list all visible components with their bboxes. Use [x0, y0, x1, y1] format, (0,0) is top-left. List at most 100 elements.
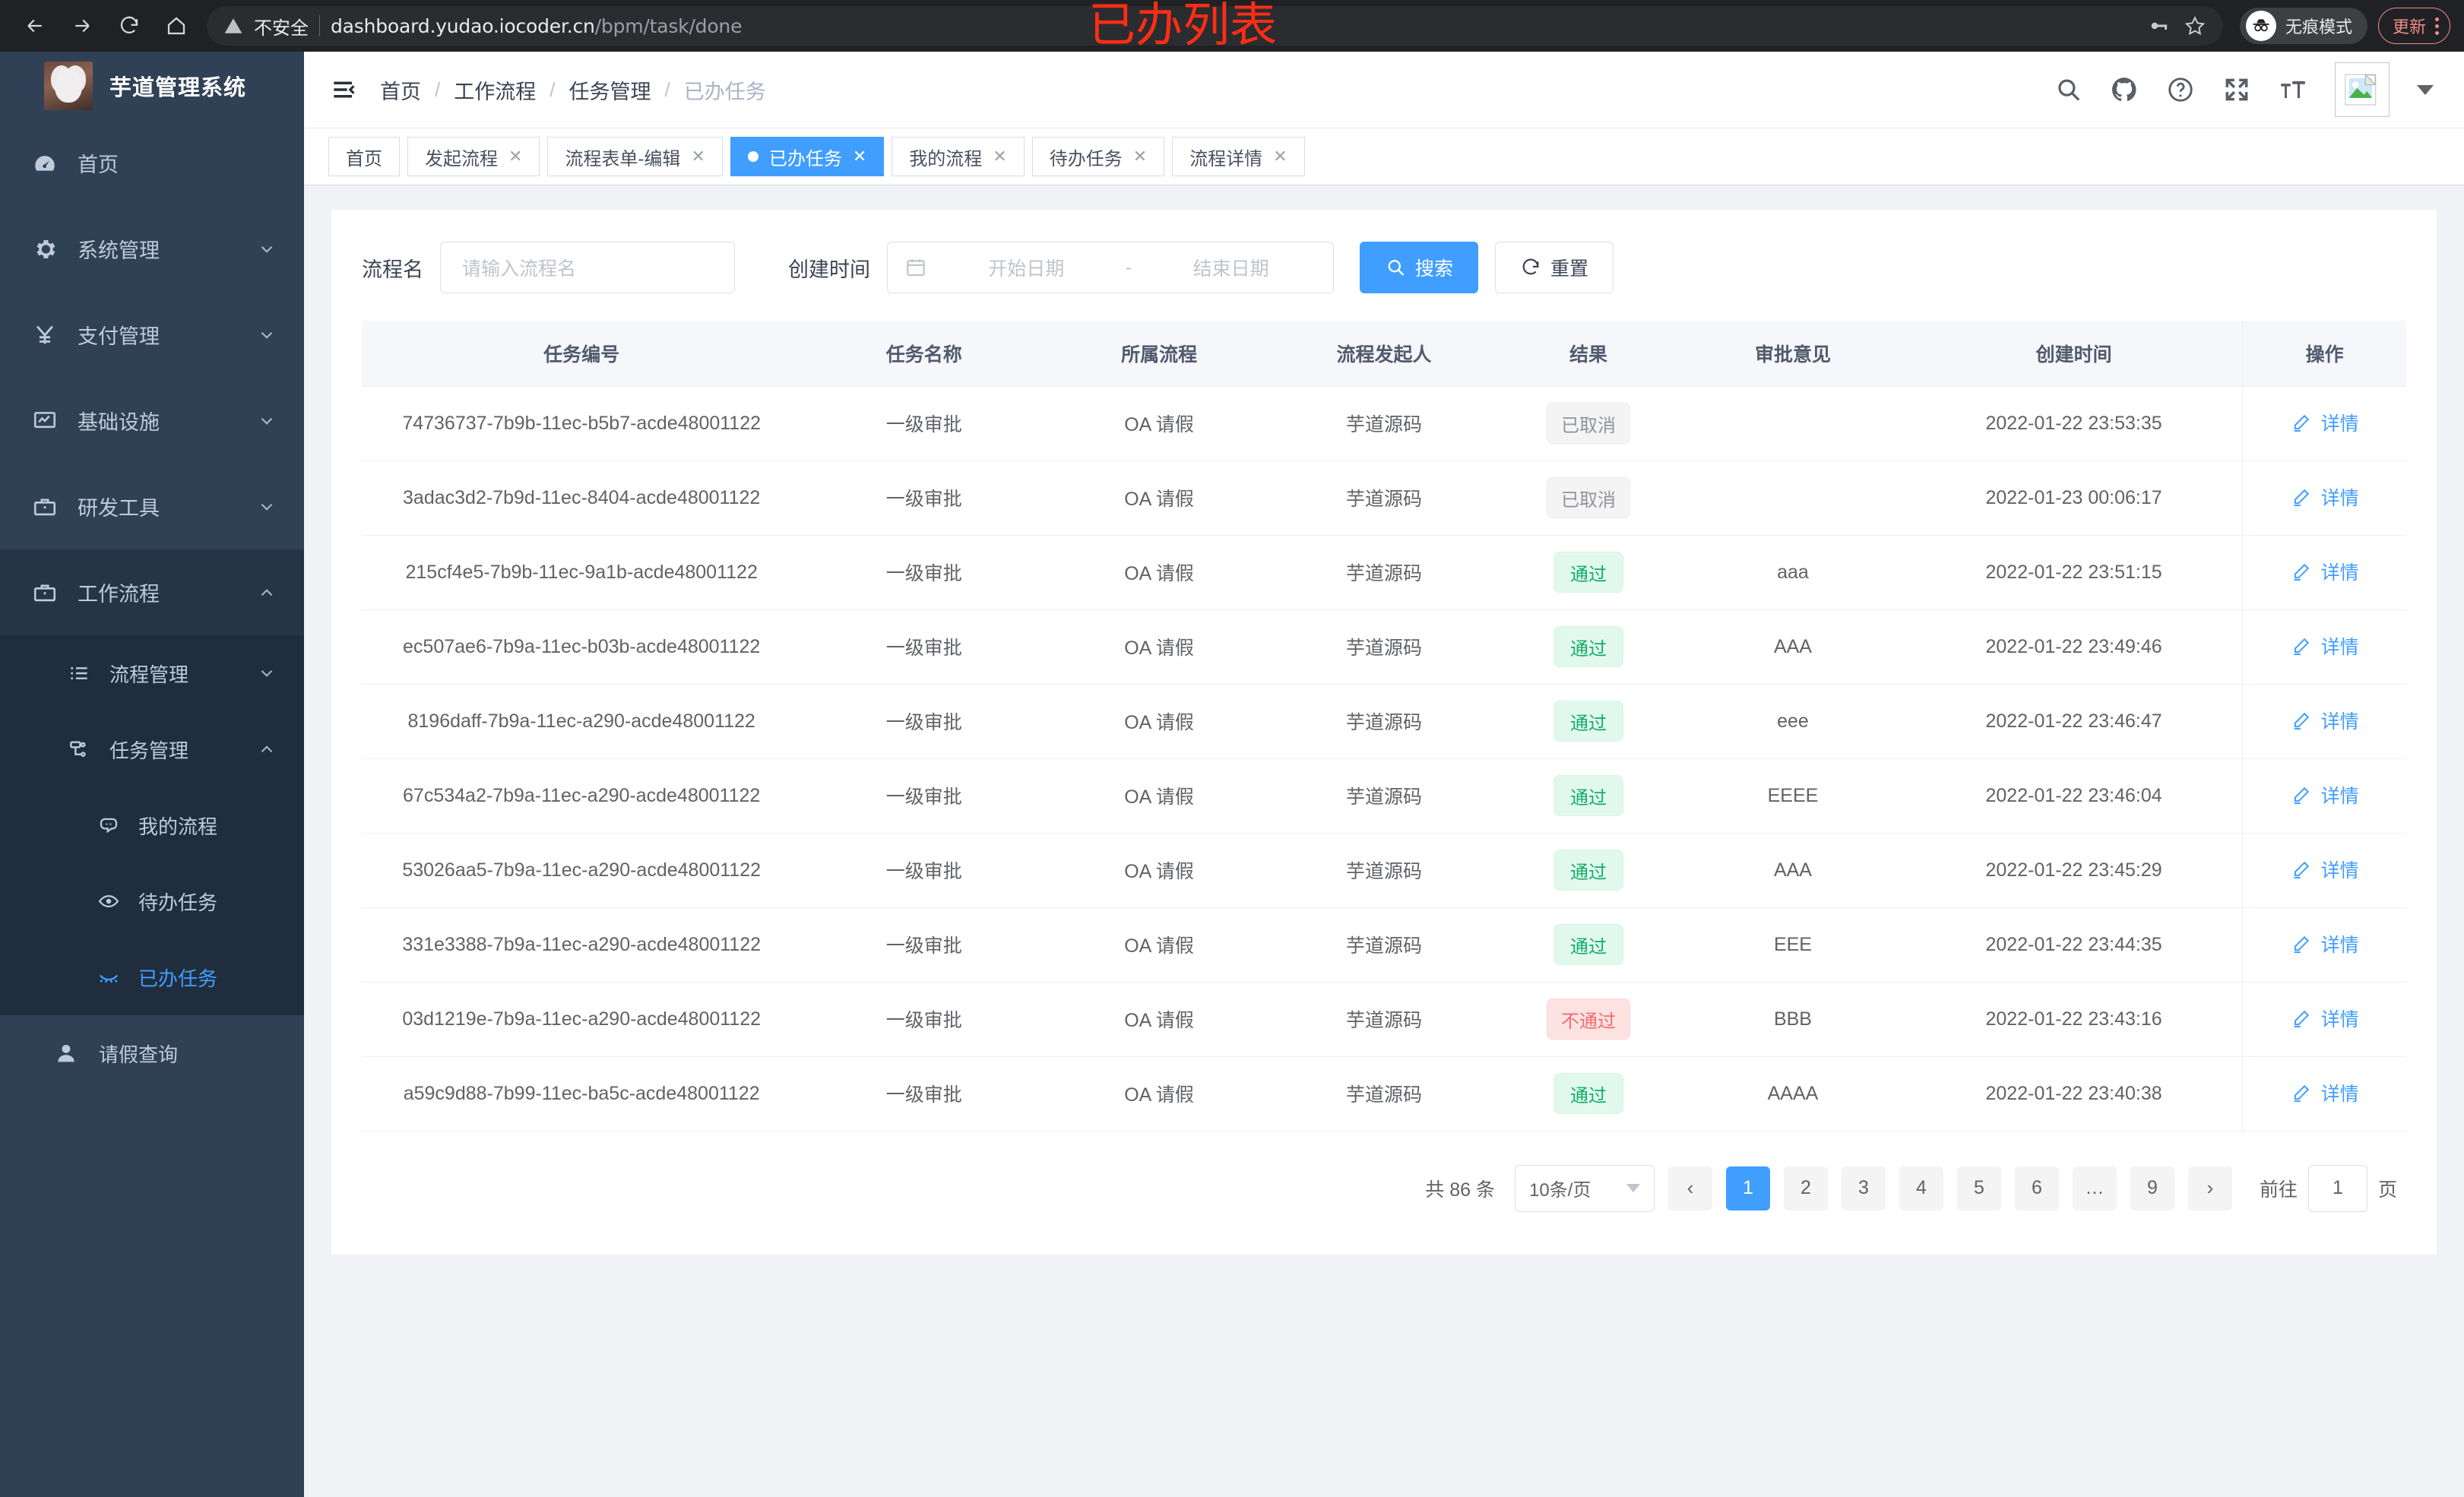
tab-process-form-edit[interactable]: 流程表单-编辑 ✕ [547, 137, 723, 176]
sidebar-item-home[interactable]: 首页 [0, 120, 304, 206]
warning-triangle-icon [224, 18, 242, 33]
cell-task-name: 一级审批 [801, 1056, 1047, 1131]
list-icon [67, 661, 91, 685]
sidebar-item-label: 待办任务 [138, 891, 218, 914]
url-host: dashboard.yudao.iocoder.cn [331, 14, 595, 37]
detail-button[interactable]: 详情 [2291, 483, 2359, 511]
chat-icon [97, 814, 120, 837]
detail-button[interactable]: 详情 [2291, 1079, 2359, 1106]
detail-button[interactable]: 详情 [2291, 1005, 2359, 1032]
reset-button[interactable]: 重置 [1495, 242, 1614, 293]
sidebar-item-devtools[interactable]: 研发工具 [0, 464, 304, 549]
tab-done-tasks[interactable]: 已办任务 ✕ [730, 137, 885, 176]
page-button[interactable]: 5 [1956, 1166, 2001, 1211]
sidebar-item-label: 任务管理 [109, 739, 189, 762]
column-header-comment: 审批意见 [1680, 321, 1905, 387]
sidebar-item-label: 研发工具 [78, 497, 160, 520]
next-page-button[interactable]: › [2187, 1166, 2232, 1211]
brand[interactable]: 芋道管理系统 [0, 52, 304, 120]
page-button[interactable]: 1 [1725, 1166, 1770, 1211]
breadcrumb-item-workflow[interactable]: 工作流程 [454, 80, 537, 103]
page-button[interactable]: 2 [1783, 1166, 1828, 1211]
cell-task-name: 一级审批 [801, 907, 1047, 983]
avatar[interactable] [2335, 62, 2390, 117]
table-row: 03d1219e-7b9a-11ec-a290-acde48001122 一级审批… [362, 982, 2406, 1057]
github-icon[interactable] [2110, 75, 2139, 104]
tab-start-process[interactable]: 发起流程 ✕ [407, 137, 540, 176]
tab-process-detail[interactable]: 流程详情 ✕ [1172, 137, 1305, 176]
column-header-initiator: 流程发起人 [1272, 321, 1496, 387]
chevron-down-icon [261, 669, 273, 677]
table-row: 331e3388-7b9a-11ec-a290-acde48001122 一级审批… [362, 907, 2406, 983]
detail-button[interactable]: 详情 [2291, 409, 2359, 436]
fullscreen-icon[interactable] [2222, 75, 2251, 104]
sidebar-item-infrastructure[interactable]: 基础设施 [0, 378, 304, 464]
prev-page-button[interactable]: ‹ [1667, 1166, 1712, 1211]
cell-initiator: 芋道源码 [1272, 758, 1496, 834]
sidebar-item-leave-query[interactable]: 请假查询 [0, 1015, 304, 1091]
search-button[interactable]: 搜索 [1360, 242, 1479, 293]
cell-result: 通过 [1496, 609, 1681, 685]
jump-input[interactable]: 1 [2307, 1164, 2367, 1212]
tab-todo-tasks[interactable]: 待办任务 ✕ [1031, 137, 1165, 176]
edit-pencil-icon [2294, 563, 2309, 581]
sidebar-item-my-process[interactable]: 我的流程 [0, 787, 304, 863]
home-icon[interactable] [155, 5, 198, 47]
detail-button[interactable]: 详情 [2291, 856, 2359, 883]
page-button[interactable]: 9 [2130, 1166, 2174, 1211]
search-icon[interactable] [2054, 75, 2082, 104]
reset-label: 重置 [1550, 258, 1589, 280]
address-bar[interactable]: 不安全 dashboard.yudao.iocoder.cn/bpm/task/… [207, 6, 2223, 46]
cell-initiator: 芋道源码 [1272, 982, 1496, 1057]
close-icon[interactable]: ✕ [1132, 147, 1148, 166]
create-time-range-picker[interactable]: 开始日期 - 结束日期 [887, 242, 1334, 293]
process-name-input[interactable]: 请输入流程名 [440, 242, 735, 293]
sidebar-item-process-management[interactable]: 流程管理 [0, 635, 304, 711]
close-icon[interactable]: ✕ [1273, 147, 1287, 166]
sidebar-item-todo-tasks[interactable]: 待办任务 [0, 863, 304, 939]
cell-operation: 详情 [2242, 609, 2406, 685]
detail-button[interactable]: 详情 [2291, 558, 2359, 585]
cell-result: 通过 [1496, 684, 1681, 759]
sidebar-item-system[interactable]: 系统管理 [0, 206, 304, 292]
kebab-menu-icon[interactable] [2435, 17, 2439, 35]
detail-button[interactable]: 详情 [2291, 632, 2359, 660]
chevron-down-icon[interactable] [2417, 84, 2434, 95]
forward-icon[interactable] [61, 5, 103, 47]
page-button[interactable]: 6 [2014, 1166, 2059, 1211]
cell-operation: 详情 [2242, 1056, 2406, 1131]
sidebar-item-done-tasks[interactable]: 已办任务 [0, 939, 304, 1015]
close-icon[interactable]: ✕ [508, 147, 523, 166]
tab-my-process[interactable]: 我的流程 ✕ [892, 137, 1025, 176]
tab-label: 首页 [346, 148, 382, 169]
detail-button[interactable]: 详情 [2291, 707, 2359, 734]
sidebar-item-payment[interactable]: 支付管理 [0, 292, 304, 378]
close-icon[interactable]: ✕ [993, 147, 1007, 166]
breadcrumb-item-task-management[interactable]: 任务管理 [568, 80, 651, 103]
page-button[interactable]: 4 [1899, 1166, 1943, 1211]
hamburger-icon[interactable] [328, 74, 359, 105]
detail-button[interactable]: 详情 [2291, 781, 2359, 809]
back-icon[interactable] [14, 5, 56, 47]
sidebar-item-task-management[interactable]: 任务管理 [0, 711, 304, 787]
cell-result: 通过 [1496, 1056, 1681, 1131]
tab-label: 发起流程 [425, 148, 498, 169]
sidebar-item-workflow[interactable]: 工作流程 [0, 549, 304, 635]
page-size-select[interactable]: 10条/页 [1514, 1164, 1655, 1212]
tab-home[interactable]: 首页 [328, 137, 400, 176]
update-button[interactable]: 更新 [2377, 8, 2450, 44]
help-circle-icon[interactable] [2166, 75, 2195, 104]
column-header-operation: 操作 [2242, 321, 2406, 387]
incognito-chip[interactable]: 无痕模式 [2239, 8, 2367, 44]
close-icon[interactable]: ✕ [691, 147, 705, 166]
close-icon[interactable]: ✕ [852, 147, 867, 166]
font-size-icon[interactable] [2279, 75, 2307, 104]
key-icon[interactable] [2147, 14, 2170, 37]
page-button[interactable]: 3 [1841, 1166, 1886, 1211]
breadcrumb-item-home[interactable]: 首页 [380, 80, 421, 103]
edit-pencil-icon [2294, 861, 2309, 878]
page-ellipsis[interactable]: … [2072, 1166, 2117, 1211]
detail-button[interactable]: 详情 [2291, 930, 2359, 957]
reload-icon[interactable] [108, 5, 150, 47]
star-icon[interactable] [2184, 14, 2206, 37]
